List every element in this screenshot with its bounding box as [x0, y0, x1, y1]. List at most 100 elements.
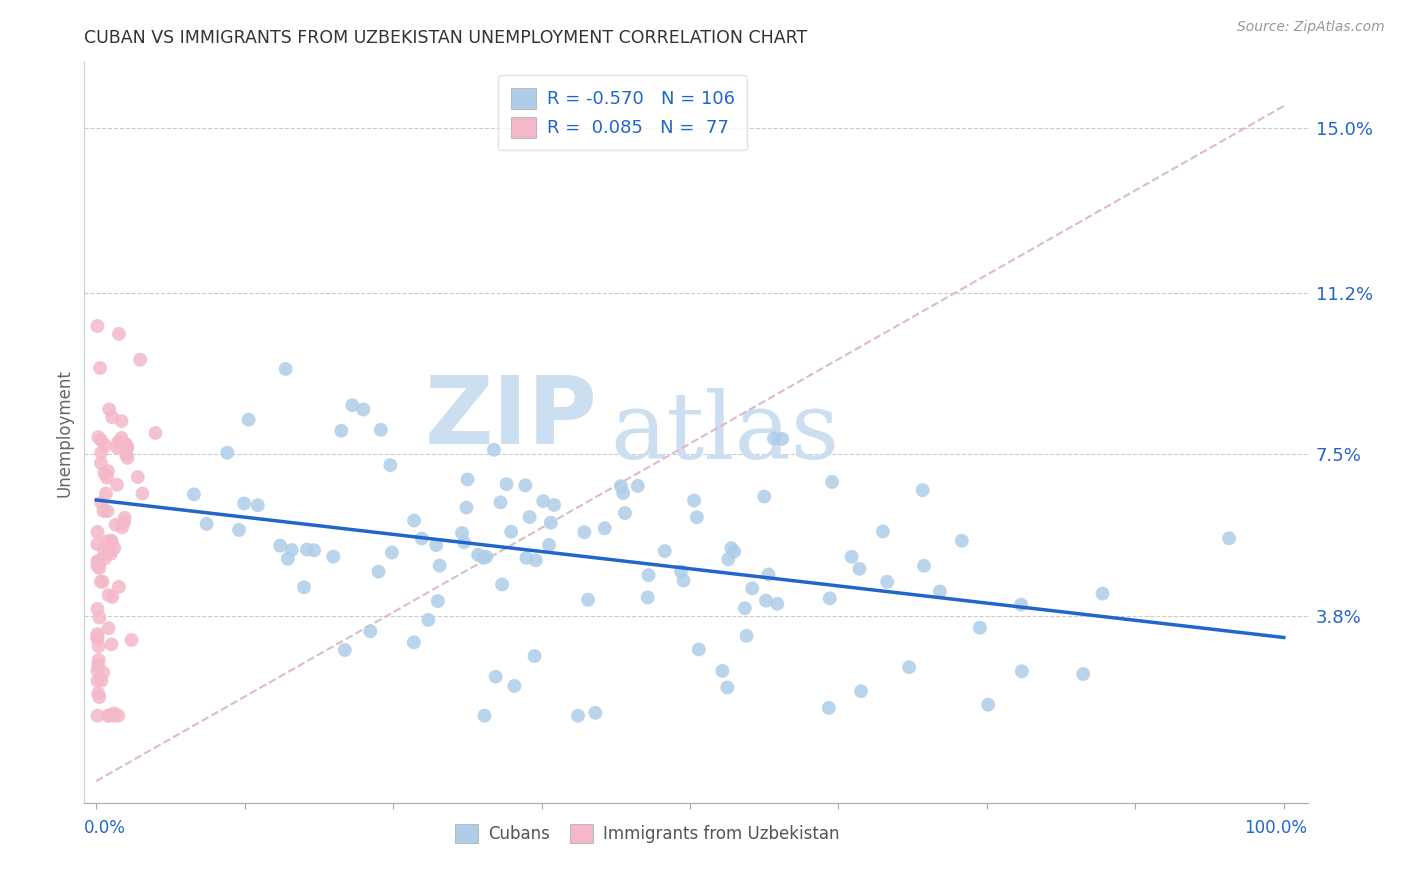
Point: [114, 437, 136, 451]
Point: [112, 515, 135, 529]
Point: [110, 414, 132, 428]
Point: [97, 621, 120, 635]
Y-axis label: Unemployment: Unemployment: [55, 368, 73, 497]
Point: [501, 524, 523, 539]
Point: [969, 621, 991, 635]
Point: [841, 549, 863, 564]
Point: [108, 326, 131, 341]
Point: [110, 431, 132, 445]
Point: [758, 567, 780, 582]
Point: [911, 483, 934, 498]
Point: [1011, 665, 1033, 679]
Point: [821, 475, 844, 489]
Point: [86, 632, 108, 646]
Point: [574, 525, 596, 540]
Point: [352, 402, 374, 417]
Point: [86, 554, 108, 568]
Point: [359, 624, 381, 639]
Point: [929, 584, 952, 599]
Point: [86, 664, 108, 678]
Point: [370, 423, 392, 437]
Point: [491, 577, 513, 591]
Point: [108, 580, 131, 594]
Point: [456, 500, 478, 515]
Point: [872, 524, 894, 539]
Point: [90, 574, 112, 589]
Point: [381, 545, 404, 559]
Point: [96, 504, 118, 518]
Point: [754, 490, 776, 504]
Point: [93, 543, 115, 558]
Point: [105, 477, 128, 491]
Point: [111, 520, 134, 534]
Point: [97, 708, 120, 723]
Point: [107, 434, 129, 449]
Point: [402, 514, 425, 528]
Point: [103, 541, 125, 556]
Point: [94, 486, 117, 500]
Point: [86, 318, 108, 333]
Point: [683, 493, 706, 508]
Point: [195, 516, 218, 531]
Point: [482, 442, 505, 457]
Point: [735, 629, 758, 643]
Point: [238, 412, 260, 426]
Point: [950, 533, 973, 548]
Point: [540, 516, 562, 530]
Point: [489, 495, 512, 509]
Point: [115, 439, 138, 453]
Text: Source: ZipAtlas.com: Source: ZipAtlas.com: [1237, 20, 1385, 34]
Text: 0.0%: 0.0%: [84, 819, 127, 837]
Point: [898, 660, 921, 674]
Point: [380, 458, 402, 472]
Point: [755, 593, 778, 607]
Point: [100, 547, 122, 561]
Point: [637, 568, 659, 582]
Point: [717, 552, 740, 566]
Point: [217, 445, 239, 459]
Point: [686, 510, 709, 524]
Point: [457, 473, 479, 487]
Point: [474, 708, 496, 723]
Point: [103, 706, 125, 721]
Point: [367, 565, 389, 579]
Point: [104, 517, 127, 532]
Text: atlas: atlas: [610, 388, 839, 477]
Point: [912, 558, 935, 573]
Point: [183, 487, 205, 501]
Point: [87, 657, 110, 672]
Point: [849, 684, 872, 698]
Point: [453, 535, 475, 549]
Point: [103, 708, 125, 723]
Point: [741, 582, 763, 596]
Point: [515, 550, 537, 565]
Point: [93, 551, 115, 566]
Point: [515, 478, 537, 492]
Point: [114, 510, 136, 524]
Point: [228, 523, 250, 537]
Point: [576, 592, 599, 607]
Point: [418, 613, 440, 627]
Point: [451, 525, 474, 540]
Point: [86, 537, 108, 551]
Point: [472, 550, 495, 565]
Point: [495, 477, 517, 491]
Point: [115, 448, 138, 462]
Point: [93, 467, 115, 481]
Point: [716, 681, 738, 695]
Point: [98, 402, 121, 417]
Point: [100, 533, 122, 548]
Point: [475, 549, 498, 564]
Point: [613, 506, 636, 520]
Point: [612, 486, 634, 500]
Point: [322, 549, 344, 564]
Point: [107, 441, 129, 455]
Point: [302, 543, 325, 558]
Point: [333, 643, 356, 657]
Point: [87, 430, 110, 444]
Point: [593, 521, 616, 535]
Point: [627, 479, 650, 493]
Point: [876, 574, 898, 589]
Point: [89, 561, 111, 575]
Point: [292, 580, 315, 594]
